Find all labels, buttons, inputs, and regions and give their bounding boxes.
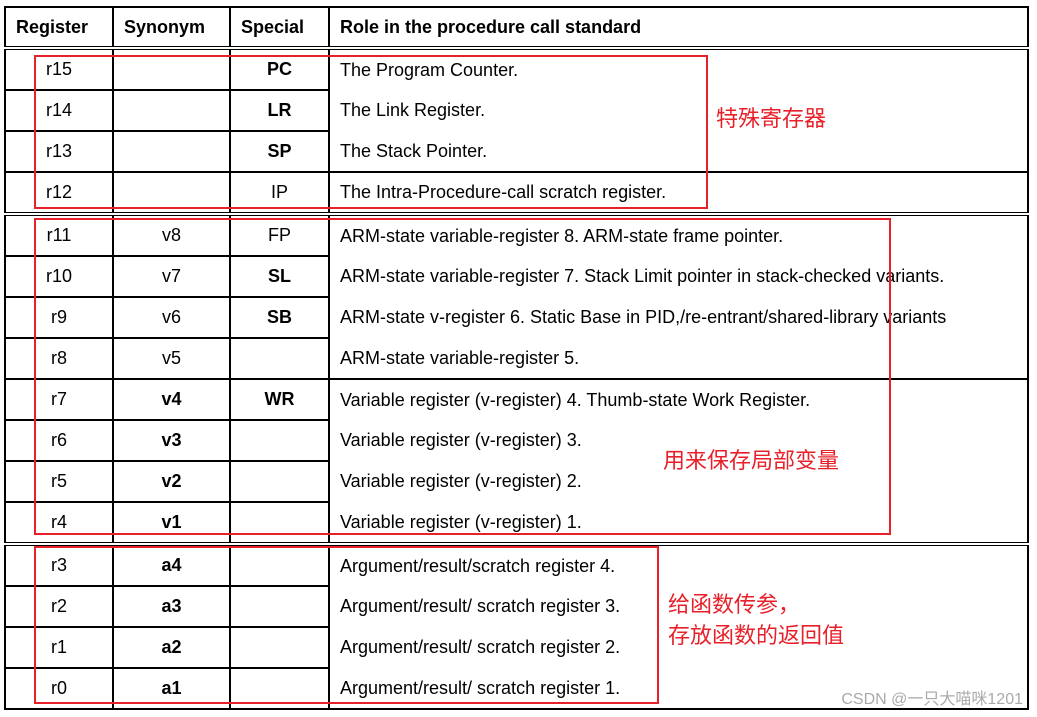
header-special: Special [229, 6, 330, 49]
role-cell: Variable register (v-register) 1. [328, 502, 1029, 544]
special-cell [229, 626, 330, 668]
register-cell: r1 [4, 626, 114, 668]
special-cell: SB [229, 296, 330, 338]
synonym-cell: v7 [112, 255, 231, 297]
annotation-args-1: 给函数传参， [668, 593, 801, 618]
table-row: r2 a3 Argument/result/ scratch register 3. [4, 585, 1029, 627]
register-cell: r8 [4, 337, 114, 379]
table-row: r10 v7 SL ARM-state variable-register 7. St… [4, 255, 1029, 297]
special-cell [229, 460, 330, 502]
role-cell: Variable register (v-register) 4. Thumb-… [328, 378, 1029, 420]
synonym-cell: v6 [112, 296, 231, 338]
role-cell: Argument/result/scratch register 4. [328, 542, 1029, 586]
synonym-cell: v3 [112, 419, 231, 461]
table-row: r4 v1 Variable register (v-register) 1. [4, 501, 1029, 544]
synonym-cell: a2 [112, 626, 231, 668]
special-cell: WR [229, 378, 330, 420]
role-cell: The Link Register. [328, 90, 1029, 131]
register-cell: r15 [4, 46, 114, 90]
special-cell [229, 337, 330, 379]
register-cell: r13 [4, 130, 114, 172]
register-cell: r2 [4, 585, 114, 627]
register-rows: r15 PC The Program Counter. r14 LR The Link R… [4, 46, 1029, 710]
special-cell: SP [229, 130, 330, 172]
annotation-local: 用来保存局部变量 [663, 449, 840, 474]
role-cell: The Intra-Procedure-call scratch registe… [328, 171, 1029, 214]
synonym-cell: v2 [112, 460, 231, 502]
role-cell: Argument/result/ scratch register 2. [328, 627, 1029, 668]
role-cell: ARM-state variable-register 7. Stack Lim… [328, 256, 1029, 297]
role-cell: Variable register (v-register) 2. [328, 461, 1029, 502]
header-synonym: Synonym [112, 6, 231, 49]
register-cell: r14 [4, 89, 114, 131]
table-row: r5 v2 Variable register (v-register) 2. [4, 460, 1029, 502]
table-row: r14 LR The Link Register. [4, 89, 1029, 131]
special-cell: PC [229, 46, 330, 90]
synonym-cell: a4 [112, 542, 231, 586]
special-cell [229, 419, 330, 461]
register-cell: r6 [4, 419, 114, 461]
table-row: r9 v6 SB ARM-state v-register 6. Static Bas… [4, 296, 1029, 338]
synonym-cell: a3 [112, 585, 231, 627]
role-cell: ARM-state variable-register 5. [328, 338, 1029, 379]
register-cell: r3 [4, 542, 114, 586]
special-cell: IP [229, 171, 330, 214]
annotation-special: 特殊寄存器 [716, 107, 827, 132]
synonym-cell [112, 89, 231, 131]
table-row: r7 v4 WR Variable register (v-register) 4. … [4, 378, 1029, 420]
register-cell: r9 [4, 296, 114, 338]
register-cell: r10 [4, 255, 114, 297]
role-cell: ARM-state v-register 6. Static Base in P… [328, 297, 1029, 338]
watermark: CSDN @一只大喵咪1201 [841, 691, 1023, 708]
table-row: r8 v5 ARM-state variable-register 5. [4, 337, 1029, 379]
register-cell: r7 [4, 378, 114, 420]
role-cell: Variable register (v-register) 3. [328, 420, 1029, 461]
synonym-cell [112, 46, 231, 90]
role-cell: Argument/result/ scratch register 3. [328, 586, 1029, 627]
special-cell [229, 501, 330, 544]
highlight-box-variables [34, 218, 891, 535]
special-cell [229, 585, 330, 627]
table-row: r6 v3 Variable register (v-register) 3. [4, 419, 1029, 461]
table-row: r12 IP The Intra-Procedure-call scratch re… [4, 171, 1029, 214]
synonym-cell [112, 130, 231, 172]
role-cell: The Program Counter. [328, 46, 1029, 90]
table-row: r13 SP The Stack Pointer. [4, 130, 1029, 172]
header-register: Register [4, 6, 114, 49]
highlight-box-special [34, 55, 708, 209]
annotation-args-2: 存放函数的返回值 [668, 624, 845, 649]
synonym-cell: v4 [112, 378, 231, 420]
register-cell: r4 [4, 501, 114, 544]
register-cell: r5 [4, 460, 114, 502]
highlight-box-arguments [34, 546, 659, 704]
special-cell: LR [229, 89, 330, 131]
table-row: r1 a2 Argument/result/ scratch register 2. [4, 626, 1029, 668]
register-table: Register Synonym Special Role in the pro… [4, 6, 1029, 710]
special-cell: SL [229, 255, 330, 297]
table-row: r3 a4 Argument/result/scratch register 4. [4, 542, 1029, 586]
register-cell: r12 [4, 171, 114, 214]
synonym-cell: v1 [112, 501, 231, 544]
synonym-cell [112, 171, 231, 214]
header-row: Register Synonym Special Role in the pro… [4, 6, 1029, 49]
role-cell: The Stack Pointer. [328, 131, 1029, 172]
table-row: r15 PC The Program Counter. [4, 46, 1029, 90]
header-role: Role in the procedure call standard [328, 6, 1029, 49]
synonym-cell: v5 [112, 337, 231, 379]
